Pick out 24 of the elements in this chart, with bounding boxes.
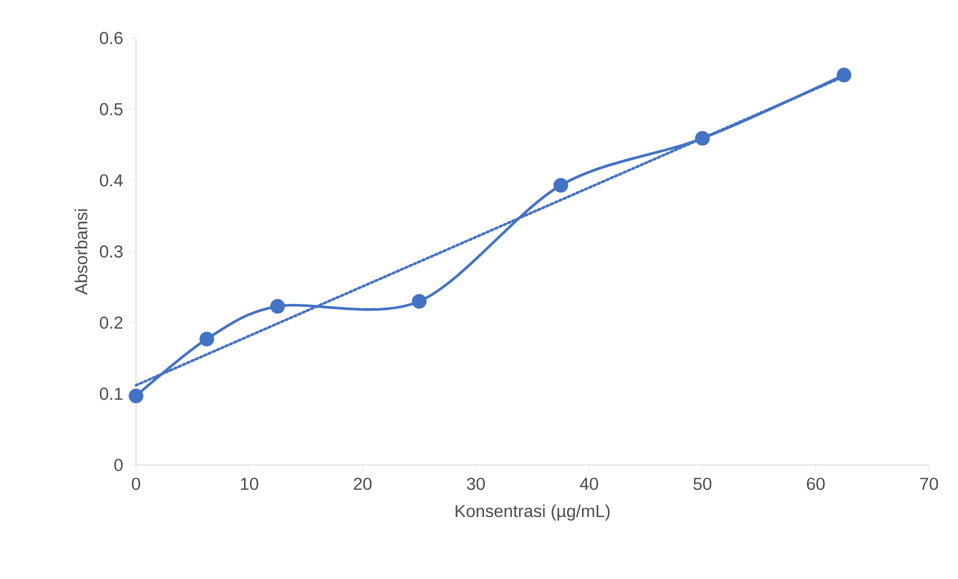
x-tick-label: 50: [693, 478, 712, 490]
x-tick-label: 20: [354, 478, 372, 490]
x-axis-title: Konsentrasi (µg/mL): [456, 504, 610, 521]
x-tick-label: 60: [806, 478, 825, 490]
y-tick-label: 0: [114, 458, 123, 472]
x-tick-label: 70: [920, 478, 938, 490]
point: [199, 332, 214, 346]
x-tick-label: 40: [580, 478, 598, 490]
point: [128, 388, 144, 404]
y-tick-label: 0.6: [100, 32, 123, 44]
point: [695, 131, 710, 146]
y-tick-label: 0.4: [100, 174, 123, 186]
point: [270, 298, 285, 314]
point: [836, 68, 852, 82]
x-tick-label: 0: [132, 478, 140, 490]
x-tick-label: 10: [240, 478, 258, 490]
y-tick-label: 0.5: [100, 103, 123, 116]
point: [412, 294, 427, 309]
y-axis-title: Absorbansi: [74, 209, 88, 295]
x-tick-label: 30: [466, 478, 485, 490]
point: [553, 178, 568, 193]
y-tick-label: 0.3: [100, 245, 123, 258]
y-tick-label: 0.1: [100, 388, 122, 400]
y-tick-label: 0.2: [100, 316, 122, 329]
